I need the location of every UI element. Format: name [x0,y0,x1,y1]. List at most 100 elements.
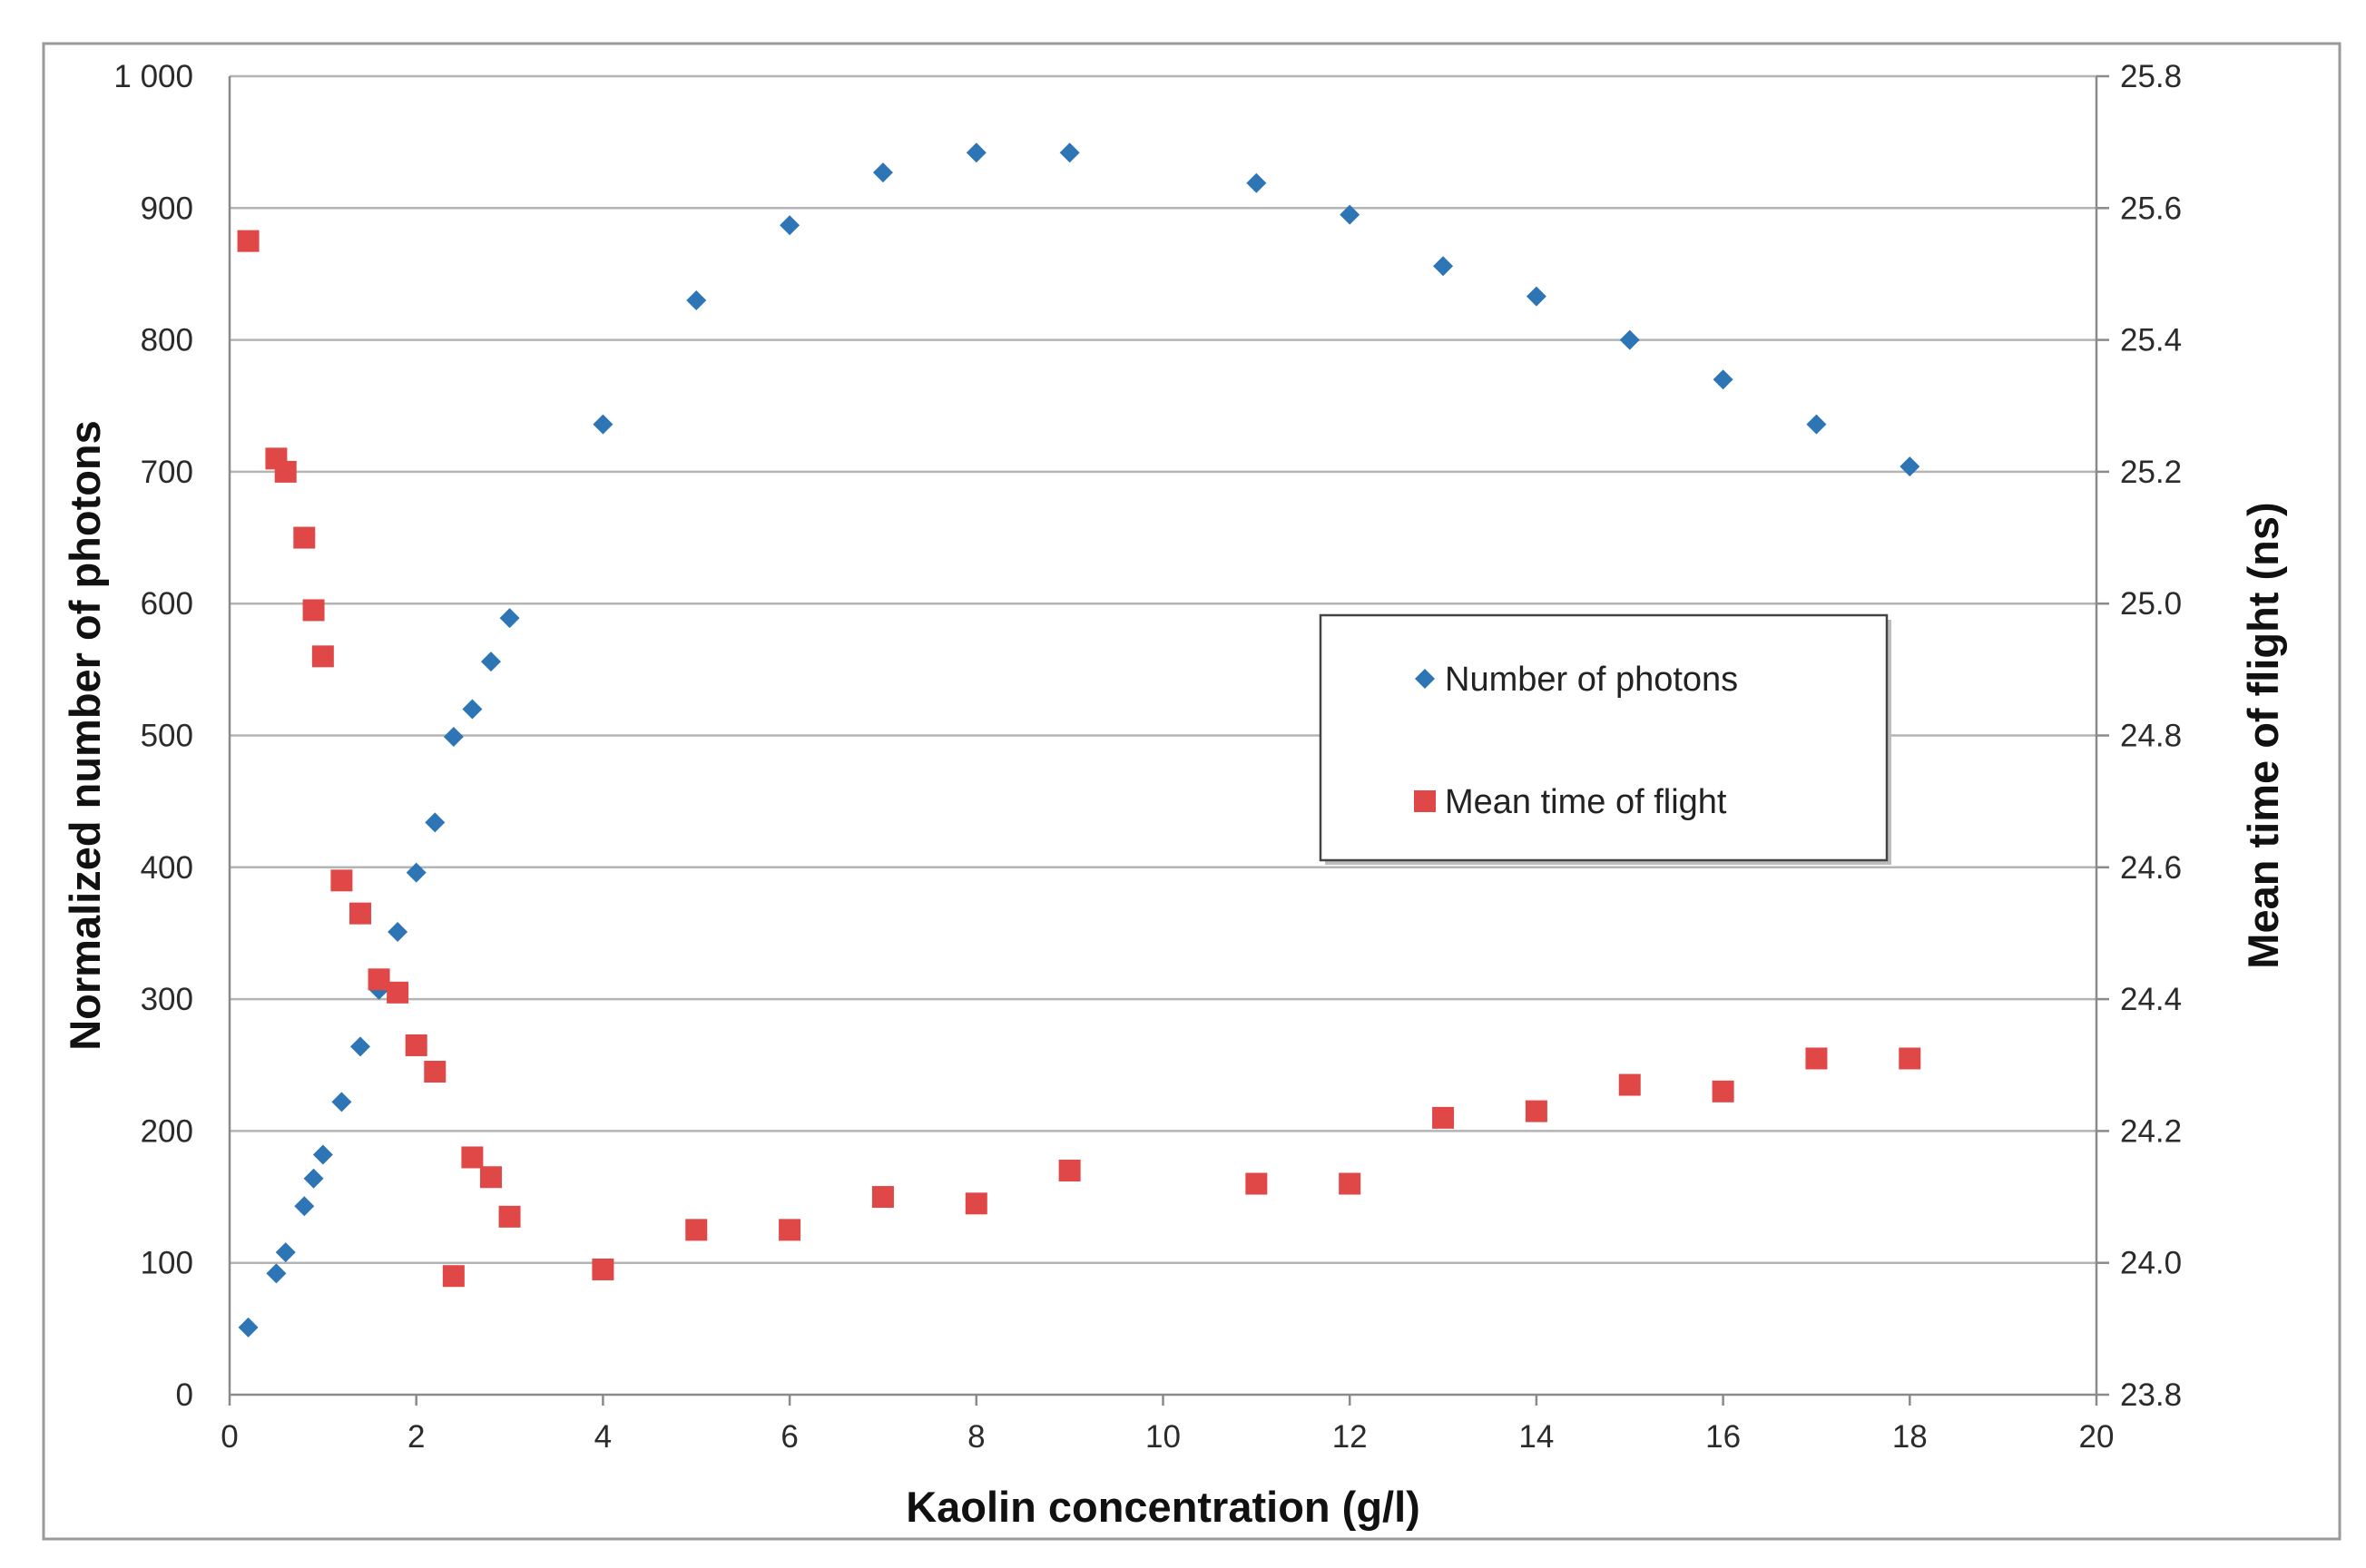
photon-count-point [406,862,427,883]
x-axis-title: Kaolin concentration (g/l) [906,1483,1420,1531]
photon-count-point [480,652,501,672]
y2-tick-label: 25.0 [2120,586,2182,622]
time-of-flight-point [498,1205,521,1228]
photon-count-point [303,1168,324,1189]
y-axis-title: Normalized number of photons [61,420,109,1051]
time-of-flight-point [685,1219,708,1241]
y-tick-label: 700 [141,455,193,490]
photon-count-point [1340,204,1360,225]
time-of-flight-point [1432,1106,1455,1129]
y-tick-label: 400 [141,850,193,886]
time-of-flight-point [1618,1073,1641,1096]
x-tick-label: 0 [221,1419,238,1455]
y2-axis-title: Mean time of flight (ns) [2239,502,2287,968]
time-of-flight-point [592,1258,614,1280]
time-of-flight-point [1245,1172,1268,1195]
photon-count-point [425,812,446,833]
time-of-flight-point [368,968,390,991]
x-tick-label: 2 [407,1419,425,1455]
photon-count-point [266,1263,287,1284]
y2-tick-label: 23.8 [2120,1377,2182,1413]
axes [228,74,2109,1406]
x-tick-label: 10 [1145,1419,1181,1455]
y-tick-label: 200 [141,1113,193,1149]
y-tick-label: 900 [141,191,193,226]
time-of-flight-point [1525,1100,1547,1122]
time-of-flight-point [1339,1172,1361,1195]
x-tick-label: 4 [594,1419,612,1455]
photon-count-point [1246,172,1267,193]
y2-tick-label: 24.4 [2120,982,2182,1017]
y2-tick-label: 25.4 [2120,323,2182,358]
time-of-flight-point [405,1034,427,1056]
y2-tick-label: 24.0 [2120,1246,2182,1281]
x-tick-label: 12 [1332,1419,1368,1455]
time-of-flight-point [1899,1047,1921,1070]
photon-count-point [686,290,707,311]
y-tick-label: 1 000 [113,59,193,94]
time-of-flight-point [387,981,409,1004]
legend-label: Number of photons [1445,661,1738,699]
y-tick-label: 0 [176,1377,193,1413]
photon-count-point [388,921,408,942]
time-of-flight-point [424,1061,447,1083]
y-tick-label: 600 [141,586,193,622]
y2-tick-label: 25.8 [2120,59,2182,94]
photon-count-point [1619,329,1640,350]
y2-tick-label: 24.2 [2120,1113,2182,1149]
y2-tick-label: 25.2 [2120,455,2182,490]
photon-count-point [462,699,483,720]
y2-tick-label: 25.6 [2120,191,2182,226]
x-tick-label: 20 [2079,1419,2115,1455]
legend-label: Mean time of flight [1445,783,1727,821]
photon-count-point [1433,256,1454,277]
y-tick-label: 800 [141,323,193,358]
x-tick-label: 14 [1518,1419,1554,1455]
time-of-flight-point [871,1186,894,1209]
time-of-flight-point [293,526,316,549]
y-tick-label: 300 [141,982,193,1017]
photon-count-point [349,1036,370,1057]
photon-count-point [1713,369,1733,390]
time-of-flight-point [302,599,325,622]
x-tick-label: 6 [780,1419,798,1455]
photon-count-point [593,414,614,435]
legend-diamond-marker [1415,669,1435,689]
photon-count-point [312,1144,333,1165]
y2-tick-label: 24.6 [2120,850,2182,886]
time-of-flight-point [1712,1080,1734,1102]
photon-count-point [966,142,987,163]
gridlines [230,74,2096,1264]
x-tick-label: 16 [1705,1419,1741,1455]
x-tick-label: 18 [1892,1419,1928,1455]
axis-titles: Kaolin concentration (g/l) Normalized num… [61,420,2287,1531]
time-of-flight-point [479,1166,502,1189]
photon-count-point [1059,142,1080,163]
photon-count-point [1526,286,1546,307]
time-of-flight-point [330,869,353,892]
y-tick-label: 100 [141,1246,193,1281]
time-of-flight-point [237,230,260,252]
x-tick-label: 8 [967,1419,985,1455]
y-tick-label: 500 [141,719,193,754]
time-of-flight-point [1805,1047,1828,1070]
photon-count-point [331,1092,352,1112]
time-of-flight-point [311,645,334,668]
y2-tick-label: 24.8 [2120,719,2182,754]
photon-count-point [1900,456,1920,477]
time-of-flight-point [779,1219,801,1241]
photon-count-point [499,608,520,629]
time-of-flight-point [442,1265,465,1288]
time-of-flight-point [965,1192,987,1215]
legend: Number of photons Mean time of flight [1319,613,1891,865]
data-marks [237,142,1921,1338]
photon-count-point [1806,414,1827,435]
time-of-flight-point [461,1146,484,1169]
photon-count-point [238,1317,259,1338]
time-of-flight-point [274,460,297,483]
legend-square-marker [1414,790,1436,812]
time-of-flight-point [1058,1159,1081,1181]
photon-count-point [443,726,464,747]
time-of-flight-point [349,902,371,925]
